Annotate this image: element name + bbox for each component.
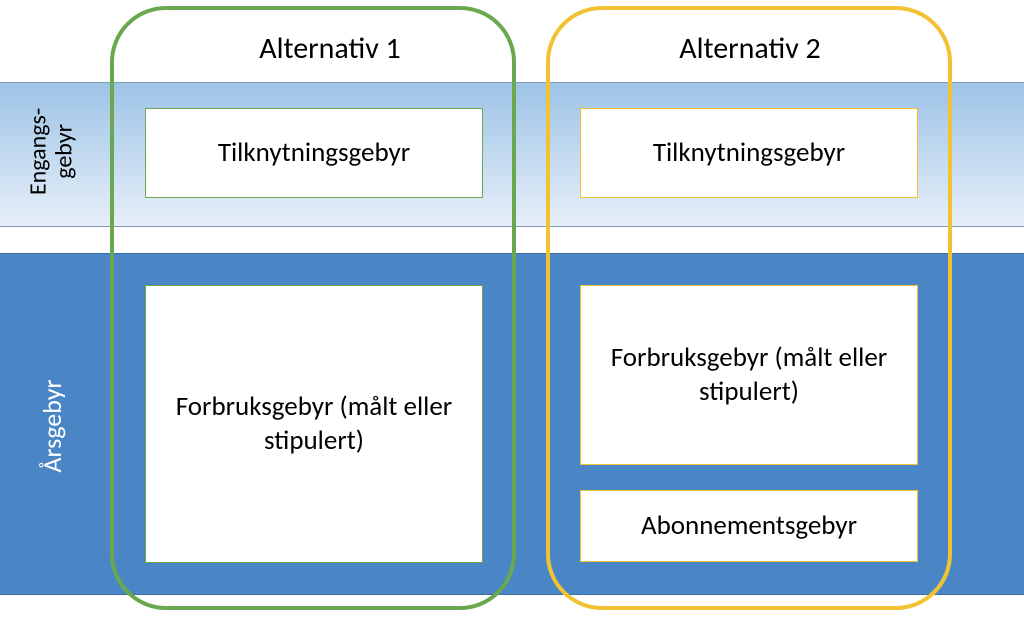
row-label-text: Årsgebyr [36,379,68,472]
column-overlay-alt2 [546,6,952,610]
column-overlay-alt1 [110,6,516,610]
diagram-canvas: Engangs- gebyr Årsgebyr Alternativ 1 Alt… [0,0,1024,629]
row-label-text: gebyr [50,124,79,179]
row-label-arsgebyr: Årsgebyr [36,336,68,516]
row-label-engangsgebyr: Engangs- gebyr [26,81,79,221]
row-label-text: Engangs- [24,108,53,195]
